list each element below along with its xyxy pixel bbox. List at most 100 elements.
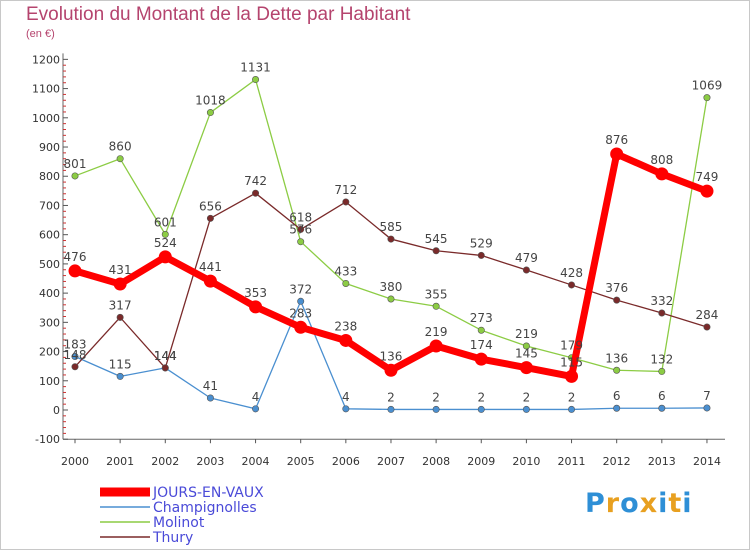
x-tick-label: 2000 [61,455,89,468]
data-label-jours-en-vaux: 145 [515,347,538,361]
data-point-molinot [161,230,169,238]
data-label-molinot: 273 [470,311,493,325]
data-label-jours-en-vaux: 876 [605,133,628,147]
data-label-thury: 479 [515,251,538,265]
data-point-thury [161,364,169,372]
data-label-molinot: 219 [515,327,538,341]
series-molinot [71,76,711,375]
data-label-champignolles: 41 [203,379,218,393]
data-label-molinot: 576 [289,223,312,237]
data-label-thury: 656 [199,199,222,213]
data-label-molinot: 801 [64,157,87,171]
data-point-jours-en-vaux [158,250,172,264]
data-label-jours-en-vaux: 353 [244,286,267,300]
data-point-molinot [658,367,666,375]
data-point-jours-en-vaux [610,147,624,161]
y-tick-label: 1100 [32,83,60,96]
data-label-thury: 317 [109,298,132,312]
data-point-jours-en-vaux [384,363,398,377]
data-label-thury: 742 [244,174,267,188]
data-point-jours-en-vaux [700,184,714,198]
data-label-champignolles: 6 [613,389,621,403]
data-point-champignolles [703,404,711,412]
data-label-jours-en-vaux: 238 [334,319,357,333]
logo-letter: i [658,488,669,519]
data-point-thury [613,296,621,304]
data-label-champignolles: 2 [477,390,485,404]
data-label-champignolles: 2 [432,390,440,404]
proxiti-logo: Proxiti [585,488,693,519]
x-tick-label: 2012 [603,455,631,468]
data-label-champignolles: 115 [109,357,132,371]
y-tick-label: 0 [53,404,60,417]
data-label-thury: 284 [696,308,719,322]
data-point-jours-en-vaux [339,333,353,347]
data-point-jours-en-vaux [203,274,217,288]
logo-letter: P [585,488,606,519]
data-point-molinot [703,94,711,102]
x-tick-label: 2006 [332,455,360,468]
data-label-jours-en-vaux: 174 [470,338,493,352]
data-point-thury [252,189,260,197]
data-point-champignolles [613,404,621,412]
data-point-jours-en-vaux [565,369,579,383]
x-tick-label: 2004 [242,455,270,468]
data-label-jours-en-vaux: 808 [650,153,673,167]
data-label-jours-en-vaux: 431 [109,263,132,277]
data-label-molinot: 355 [425,287,448,301]
legend-label-champignolles: Champignolles [153,500,257,516]
logo-letter: t [668,488,683,519]
data-point-champignolles [297,297,305,305]
y-tick-label: 600 [39,229,60,242]
legend-label-molinot: Molinot [153,515,205,531]
data-label-thury: 618 [289,210,312,224]
data-label-champignolles: 372 [289,282,312,296]
data-point-thury [206,214,214,222]
data-point-thury [116,313,124,321]
chart-title: Evolution du Montant de la Dette par Hab… [26,4,411,25]
data-point-thury [703,323,711,331]
data-point-jours-en-vaux [429,339,443,353]
data-point-jours-en-vaux [113,277,127,291]
data-point-champignolles [206,394,214,402]
data-point-molinot [116,155,124,163]
data-point-champignolles [477,405,485,413]
data-label-thury: 428 [560,266,583,280]
data-point-thury [432,247,440,255]
data-label-jours-en-vaux: 524 [154,236,177,250]
data-point-thury [297,225,305,233]
data-label-molinot: 601 [154,215,177,229]
data-point-champignolles [116,372,124,380]
y-tick-label: 900 [39,141,60,154]
data-point-jours-en-vaux [519,361,533,375]
y-tick-label: 200 [39,346,60,359]
data-point-thury [658,309,666,317]
data-label-molinot: 132 [650,352,673,366]
data-label-champignolles: 7 [703,389,711,403]
x-tick-label: 2014 [693,455,721,468]
data-label-champignolles: 2 [523,390,531,404]
x-tick-label: 2007 [377,455,405,468]
data-label-jours-en-vaux: 136 [380,349,403,363]
legend-label-jours-en-vaux: JOURS-EN-VAUX [152,485,264,501]
logo-letter: o [620,488,640,519]
y-tick-label: 800 [39,170,60,183]
data-point-thury [477,251,485,259]
series-layer [68,76,714,413]
series-jours-en-vaux [68,147,714,383]
y-tick-label: 700 [39,199,60,212]
data-label-jours-en-vaux: 283 [289,306,312,320]
data-label-thury: 545 [425,232,448,246]
data-label-champignolles: 144 [154,349,177,363]
data-point-champignolles [71,353,79,361]
data-point-champignolles [522,405,530,413]
data-label-molinot: 1018 [195,94,226,108]
data-point-champignolles [658,404,666,412]
data-label-jours-en-vaux: 476 [64,250,87,264]
data-label-molinot: 1131 [240,61,271,75]
x-tick-label: 2010 [512,455,540,468]
axes: -100 0 100 200 300 400 500 600 700 800 900 1000 1100… [32,53,725,468]
data-label-molinot: 860 [109,140,132,154]
